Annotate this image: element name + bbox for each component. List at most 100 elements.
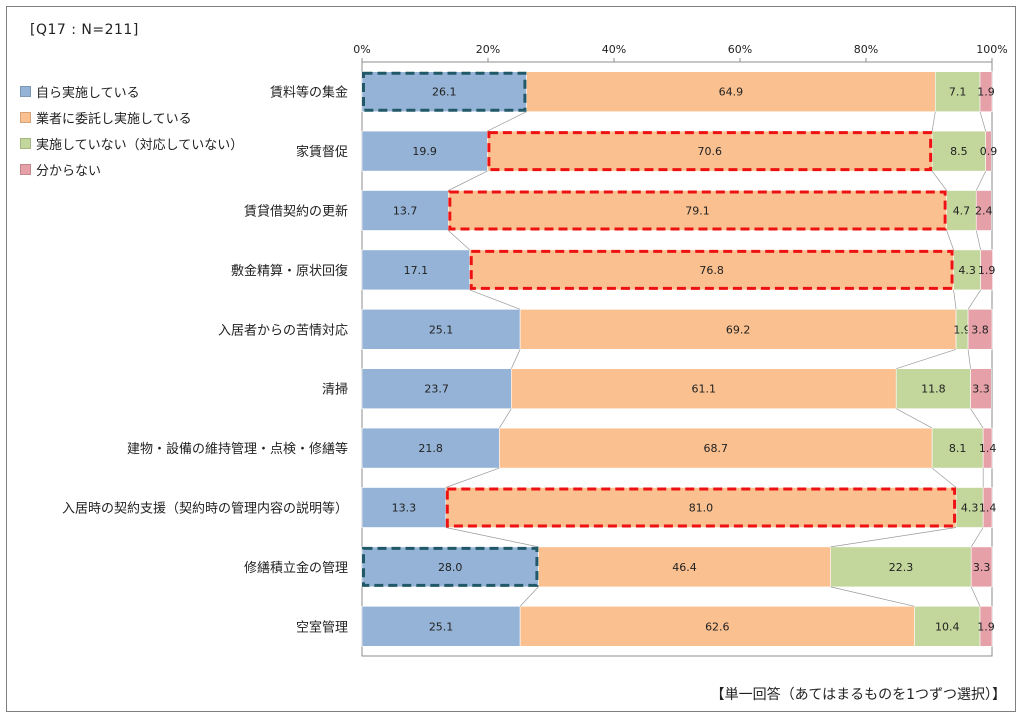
data-label: 3.3: [972, 383, 990, 396]
data-label: 1.9: [977, 86, 995, 99]
bar-segment: [967, 308, 993, 350]
series-connector-line: [896, 408, 933, 429]
bar-segment: [445, 487, 957, 528]
data-label: 4.3: [961, 502, 979, 515]
data-label: 21.8: [418, 442, 443, 455]
data-label: 69.2: [726, 323, 751, 336]
x-tick-label: 40%: [602, 43, 626, 56]
series-connector-line: [931, 467, 957, 488]
legend-label-not-done: 実施していない（対応していない）: [36, 137, 244, 153]
category-label: 空室管理: [296, 619, 348, 635]
legend-label-self: 自ら実施している: [36, 85, 140, 101]
highlight-box: [362, 71, 527, 112]
x-tick-label: 60%: [728, 43, 752, 56]
legend-item-self: 自ら実施している: [20, 78, 243, 104]
data-label: 1.4: [979, 442, 997, 455]
series-connector-line: [946, 230, 954, 251]
category-label: 修繕積立金の管理: [244, 560, 348, 576]
data-label: 1.9: [978, 264, 996, 277]
bar-segment: [914, 605, 981, 647]
data-label: 4.3: [958, 264, 976, 277]
series-connector-line: [931, 170, 947, 191]
data-label: 17.1: [404, 264, 429, 277]
data-label: 25.1: [429, 323, 454, 336]
bar-segment: [979, 605, 993, 647]
data-label: 76.8: [699, 264, 724, 277]
x-tick-label: 0%: [353, 43, 370, 56]
data-label: 8.5: [950, 145, 968, 158]
bar-segment: [946, 190, 977, 231]
bar-segment: [953, 249, 981, 291]
category-label: 入居時の契約支援（契約時の管理内容の説明等）: [62, 501, 348, 517]
bar-segment: [970, 368, 992, 410]
data-label: 22.3: [889, 561, 914, 574]
category-label: 家賃督促: [296, 144, 348, 160]
category-label: 賃貸借契約の更新: [244, 204, 348, 220]
series-connector-line: [445, 527, 539, 548]
data-label: 28.0: [438, 561, 463, 574]
series-connector-line: [970, 527, 984, 548]
series-connector-line: [445, 467, 500, 488]
bar-segment: [487, 130, 933, 172]
bar-segment: [830, 546, 972, 588]
legend: 自ら実施している 業者に委託し実施している 実施していない（対応していない） 分…: [20, 78, 243, 182]
data-label: 7.1: [949, 86, 967, 99]
bar-segment: [361, 368, 512, 410]
x-tick-label: 20%: [476, 43, 500, 56]
bar-segment: [361, 427, 500, 469]
bar-segment: [519, 605, 915, 647]
series-connector-line: [830, 586, 915, 607]
category-label: 賃料等の集金: [270, 85, 348, 101]
data-label: 64.9: [719, 86, 744, 99]
data-label: 8.1: [949, 442, 967, 455]
bar-segment: [985, 130, 992, 172]
bar-segment: [361, 130, 488, 172]
legend-label-unknown: 分からない: [36, 163, 102, 179]
series-connector-line: [979, 111, 987, 132]
series-connector-line: [896, 348, 957, 370]
data-label: 68.7: [703, 442, 728, 455]
data-label: 79.1: [685, 205, 710, 218]
legend-label-outsourced: 業者に委託し実施している: [36, 111, 192, 127]
chart-frame: [6, 6, 1016, 712]
category-label: 建物・設備の維持管理・点検・修繕等: [127, 441, 348, 457]
data-label: 10.4: [935, 620, 960, 633]
category-label: 入居者からの苦情対応: [218, 322, 348, 338]
bar-segment: [361, 190, 449, 231]
highlight-box: [445, 487, 957, 528]
series-connector-line: [967, 289, 981, 310]
response-type-note: 【単一回答（あてはまるものを1つずつ選択）】: [710, 687, 1006, 703]
data-label: 3.8: [971, 323, 989, 336]
x-tick-label: 80%: [854, 43, 878, 56]
bar-segment: [975, 190, 992, 231]
series-connector-line: [975, 170, 987, 191]
bar-segment: [361, 71, 527, 112]
bar-segment: [934, 71, 981, 112]
bar-segment: [519, 308, 957, 350]
legend-swatch-not-done: [20, 137, 31, 149]
series-connector-line: [487, 111, 527, 132]
bar-segment: [970, 546, 993, 588]
data-label: 23.7: [424, 383, 449, 396]
series-connector-line: [970, 586, 981, 607]
data-label: 61.1: [692, 383, 717, 396]
bar-segment: [361, 487, 447, 528]
data-label: 2.4: [975, 205, 993, 218]
bar-segment: [980, 249, 993, 291]
category-label: 敷金精算・原状回復: [231, 263, 348, 279]
bar-segment: [361, 605, 521, 647]
data-label: 1.9: [977, 620, 995, 633]
legend-swatch-unknown: [20, 163, 31, 175]
legend-item-outsourced: 業者に委託し実施している: [20, 104, 243, 130]
data-label: 19.9: [412, 145, 437, 158]
data-label: 13.3: [392, 502, 417, 515]
category-label: 清掃: [322, 382, 348, 398]
data-label: 1.4: [979, 502, 997, 515]
data-label: 62.6: [705, 620, 730, 633]
data-label: 81.0: [689, 502, 714, 515]
plot-area: [361, 61, 993, 657]
series-connector-line: [975, 230, 982, 250]
data-label: 13.7: [393, 205, 418, 218]
sample-size-label: [Q17 : N=211]: [30, 22, 139, 38]
